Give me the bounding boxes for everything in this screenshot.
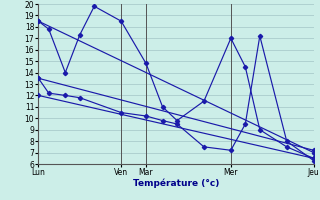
X-axis label: Température (°c): Température (°c) bbox=[133, 179, 219, 188]
